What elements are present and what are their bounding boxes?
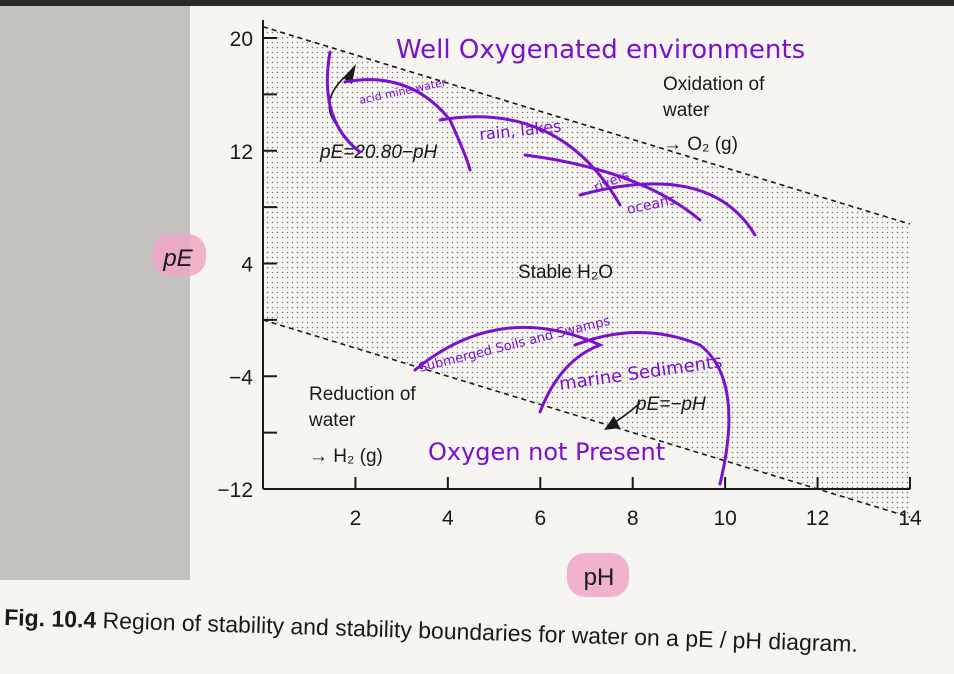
upper-arrowhead: [343, 64, 356, 84]
oceans-outer-arc: [578, 182, 757, 237]
x-tick-label: 10: [713, 507, 736, 530]
x-axis-title: pH: [584, 564, 615, 591]
stable-water-label: Stable H₂O: [518, 262, 613, 283]
reduction-label-line3: → H₂ (g): [309, 446, 383, 467]
page-top-edge: [0, 0, 954, 6]
x-tick-label: 6: [534, 507, 546, 530]
rain-lakes-arc: [343, 78, 472, 172]
handwritten-markings: [325, 50, 757, 486]
lower-arrowhead: [604, 416, 620, 430]
oxygen-not-present-note: Oxygen not Present: [428, 438, 665, 466]
x-tick-label: 8: [627, 507, 639, 530]
handwritten-top-note: Well Oxygenated environments: [396, 35, 805, 65]
y-tick-label: −4: [229, 366, 253, 389]
oceans-arc: [523, 153, 702, 222]
oxidation-label-line3: → O₂ (g): [663, 134, 738, 155]
caption-label: Fig. 10.4: [4, 604, 97, 633]
oxidation-label-line1: Oxidation of: [663, 74, 765, 95]
reduction-boundary-line: [262, 319, 911, 518]
upper-line-equation: pE=20.80−pH: [319, 142, 438, 163]
x-tick-label: 2: [350, 507, 362, 530]
x-tick-label: 4: [442, 507, 454, 530]
x-axis-ticks: 2 4 6 8 10 12 14: [350, 477, 922, 530]
x-tick-label: 14: [898, 507, 922, 530]
marine-sediments-arc: [573, 331, 731, 486]
x-tick-label: 12: [806, 507, 829, 530]
reduction-label-line2: water: [308, 410, 356, 431]
stable-water-region: [263, 26, 910, 518]
lower-line-equation: pE=−pH: [635, 394, 706, 415]
oxidation-label-line2: water: [662, 100, 710, 121]
page-margin-shadow: [0, 0, 190, 580]
rivers-arc: [438, 115, 622, 207]
reduction-label-line1: Reduction of: [309, 384, 416, 405]
y-axis-ticks: −12 −4 4 12 20: [217, 28, 277, 502]
y-tick-label: 12: [230, 141, 253, 164]
oxidation-boundary-line: [262, 25, 911, 225]
y-tick-label: 4: [241, 254, 253, 277]
y-axis-title: pE: [162, 245, 193, 272]
acid-mine-arc: [325, 50, 362, 154]
pe-highlight: [152, 234, 206, 276]
ph-highlight: [567, 553, 629, 597]
submerged-soils-arc: [413, 325, 604, 414]
y-tick-label: −12: [217, 479, 253, 502]
y-tick-label: 20: [230, 28, 253, 51]
